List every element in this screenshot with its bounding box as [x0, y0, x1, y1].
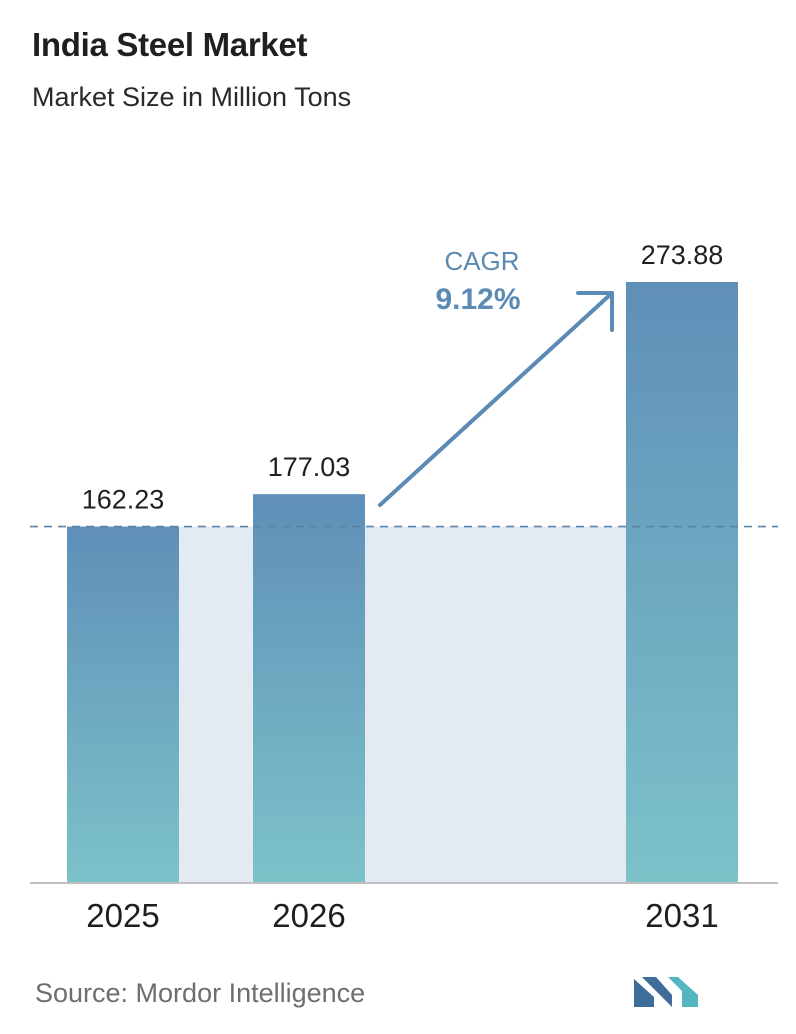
chart-title: India Steel Market	[32, 26, 308, 63]
mordor-intelligence-logo-icon	[634, 977, 698, 1007]
data-label-2026: 177.03	[268, 452, 351, 482]
bar-2026	[253, 494, 365, 882]
x-tick-label-2031: 2031	[645, 897, 718, 934]
x-tick-label-2025: 2025	[86, 897, 159, 934]
bar-chart: 162.23 2025 177.03 2026 273.88 2031 CAGR 9.12%	[30, 240, 778, 934]
bar-2031	[626, 282, 738, 882]
data-label-2025: 162.23	[82, 485, 165, 515]
cagr-value: 9.12%	[435, 283, 520, 316]
cagr-arrow	[378, 291, 614, 507]
chart-subtitle: Market Size in Million Tons	[32, 82, 352, 112]
data-label-2031: 273.88	[641, 240, 724, 270]
reference-shade	[179, 526, 626, 882]
cagr-arrow-head	[576, 291, 614, 332]
bar-2025	[67, 526, 179, 882]
cagr-label: CAGR	[444, 246, 519, 276]
source-text: Source: Mordor Intelligence	[35, 978, 366, 1008]
x-tick-label-2026: 2026	[272, 897, 345, 934]
